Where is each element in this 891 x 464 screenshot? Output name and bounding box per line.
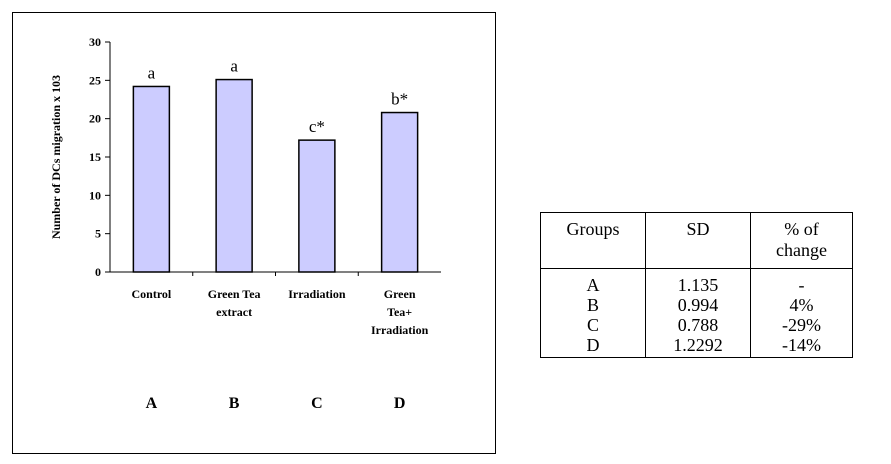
change-cell: -29% <box>782 315 821 335</box>
group-letter-label: B <box>229 395 240 412</box>
group-cell: C <box>586 315 599 335</box>
sd-cell: 1.135 <box>677 275 719 295</box>
bar <box>298 139 336 273</box>
group-letter-label: C <box>311 395 323 412</box>
sd-cell: 0.788 <box>677 315 719 335</box>
y-tick-label: 0 <box>95 265 101 279</box>
groups-column: A B C D <box>540 268 646 358</box>
bar <box>215 78 253 273</box>
sd-column: 1.135 0.994 0.788 1.2292 <box>645 268 751 358</box>
header-change-line-2: change <box>776 240 827 260</box>
bar-significance-label: c* <box>309 117 325 136</box>
stats-table: Groups SD % of change A B C D 1.135 0.99… <box>540 212 853 358</box>
x-category-label: Irradiation <box>288 287 346 301</box>
y-tick-label: 5 <box>95 227 101 241</box>
x-category-label: Irradiation <box>371 323 429 337</box>
bar <box>380 111 419 273</box>
change-cell: 4% <box>789 295 814 315</box>
change-cell: - <box>798 275 805 295</box>
header-sd: SD <box>645 212 751 269</box>
sd-cell: 0.994 <box>677 295 719 315</box>
y-tick-label: 30 <box>89 35 101 49</box>
bar-significance-label: a <box>230 57 238 76</box>
y-tick-label: 25 <box>89 73 101 87</box>
change-cell: -14% <box>782 335 821 355</box>
sd-cell: 1.2292 <box>673 335 723 355</box>
y-axis-label: Number of DCs migration x 103 <box>49 75 63 239</box>
y-tick-label: 15 <box>89 150 101 164</box>
header-change-line-1: % of <box>784 219 819 239</box>
x-category-label: extract <box>216 305 252 319</box>
bar-significance-label: a <box>148 63 156 82</box>
bar-chart: 0 5 10 15 20 25 30 Number of DCs migration x 10… <box>49 35 441 412</box>
header-groups-line: Groups <box>566 219 620 239</box>
table-header-row: Groups SD % of change <box>540 212 853 269</box>
x-category-label: Tea+ <box>387 305 412 319</box>
header-groups: Groups <box>540 212 646 269</box>
chart-frame: 0 5 10 15 20 25 30 Number of DCs migration x 10… <box>12 12 496 454</box>
bar <box>132 85 171 273</box>
y-tick-label: 20 <box>89 112 101 126</box>
header-sd-line: SD <box>686 219 710 239</box>
header-change: % of change <box>750 212 853 269</box>
group-cell: A <box>586 275 600 295</box>
bar-significance-label: b* <box>391 90 408 109</box>
x-category-label: Green <box>384 287 416 301</box>
group-cell: D <box>586 335 600 355</box>
group-letter-label: A <box>146 395 158 412</box>
group-cell: B <box>586 295 599 315</box>
group-letter-label: D <box>394 395 406 412</box>
table-body-row: A B C D 1.135 0.994 0.788 1.2292 - 4% -2… <box>540 268 853 358</box>
x-category-label: Green Tea <box>208 287 261 301</box>
y-tick-label: 10 <box>89 188 101 202</box>
change-column: - 4% -29% -14% <box>750 268 853 358</box>
x-category-label: Control <box>131 287 171 301</box>
